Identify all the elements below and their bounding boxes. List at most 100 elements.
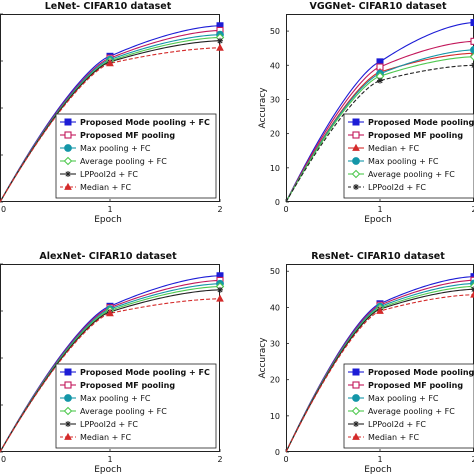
- x-axis-label: Epoch: [94, 215, 122, 225]
- data-point: [217, 37, 223, 44]
- data-point: [216, 43, 224, 51]
- y-tick-label: 40: [270, 61, 280, 70]
- legend-entry: Proposed Mode pooling + FC: [368, 368, 474, 377]
- legend-marker: [63, 406, 73, 416]
- y-tick-label: 0: [275, 198, 280, 207]
- legend-entry: Proposed MF pooling: [80, 131, 175, 140]
- legend-entry: Proposed Mode pooling + FC: [80, 368, 210, 377]
- panel-alexnet: AlexNet- CIFAR10 dataset 0 1 2 Epoch Proposed…: [0, 251, 225, 474]
- legend-entry: Average pooling + FC: [368, 170, 455, 179]
- legend-marker: [65, 421, 71, 427]
- legend-marker: [353, 421, 359, 427]
- y-tick-label: 10: [270, 412, 280, 421]
- legend-entry: LPPool2d + FC: [368, 183, 426, 192]
- legend-marker: [352, 394, 360, 402]
- legend-marker: [352, 381, 360, 389]
- legend-marker: [352, 368, 360, 376]
- data-point: [470, 19, 474, 27]
- legend-entry: Proposed Mode pooling + FC: [368, 118, 474, 127]
- legend-marker: [352, 118, 360, 126]
- legend-marker: [64, 182, 72, 190]
- x-tick-label: 0: [283, 455, 288, 464]
- legend-entry: Median + FC: [368, 433, 419, 442]
- legend-marker: [352, 432, 360, 440]
- y-tick-label: 0: [275, 448, 280, 457]
- legend-entry: Median + FC: [80, 433, 131, 442]
- data-point: [470, 273, 474, 281]
- legend-entry: Max pooling + FC: [80, 144, 151, 153]
- data-point: [469, 52, 474, 62]
- data-point: [216, 294, 224, 302]
- legend-entry: Average pooling + FC: [368, 407, 455, 416]
- legend: Proposed Mode pooling + FC Proposed MF po…: [55, 113, 217, 199]
- y-tick-label: 30: [270, 340, 280, 349]
- data-point: [470, 290, 474, 298]
- legend-entry: Average pooling + FC: [80, 157, 167, 166]
- legend-marker: [353, 184, 359, 190]
- series-line: [0, 298, 220, 452]
- panel-resnet: ResNet- CIFAR10 dataset01201020304050Epo…: [258, 251, 474, 474]
- legend-marker: [64, 432, 72, 440]
- x-tick-label: 0: [1, 455, 6, 464]
- x-tick-label: 0: [283, 205, 288, 214]
- x-tick-label: 1: [107, 205, 112, 214]
- legend-entry: Proposed MF pooling: [80, 381, 175, 390]
- chart-title: LeNet- CIFAR10 dataset: [45, 1, 172, 12]
- x-tick-label: 1: [107, 455, 112, 464]
- legend-entry: LPPool2d + FC: [80, 170, 138, 179]
- legend-entry: LPPool2d + FC: [368, 420, 426, 429]
- legend-entry: LPPool2d + FC: [80, 420, 138, 429]
- chart-title: ResNet- CIFAR10 dataset: [311, 251, 445, 262]
- legend-marker: [352, 131, 360, 139]
- x-tick-label: 0: [1, 205, 6, 214]
- x-tick-label: 2: [217, 455, 222, 464]
- series-line: [0, 47, 220, 202]
- x-tick-label: 2: [471, 205, 474, 214]
- legend: Proposed Mode pooling + FC Proposed MF po…: [343, 113, 474, 199]
- x-tick-label: 2: [217, 205, 222, 214]
- legend: Proposed Mode pooling + FC Proposed MF po…: [55, 363, 217, 449]
- chart-title: VGGNet- CIFAR10 dataset: [309, 1, 446, 12]
- legend-marker: [64, 381, 72, 389]
- legend-entry: Median + FC: [368, 144, 419, 153]
- x-tick-label: 2: [471, 455, 474, 464]
- legend-entry: Average pooling + FC: [80, 407, 167, 416]
- legend-box: [343, 113, 474, 199]
- panel-vggnet: VGGNet- CIFAR10 dataset01201020304050Epo…: [258, 1, 474, 225]
- data-point: [217, 286, 223, 293]
- legend-entry: Max pooling + FC: [80, 394, 151, 403]
- legend-marker: [351, 169, 361, 179]
- legend-marker: [351, 406, 361, 416]
- legend-entry: Max pooling + FC: [368, 157, 439, 166]
- x-tick-label: 1: [377, 205, 382, 214]
- y-axis-label: Accuracy: [258, 87, 268, 129]
- data-point: [470, 37, 474, 45]
- x-axis-label: Epoch: [364, 465, 392, 474]
- legend-entry: Proposed Mode pooling + FC: [80, 118, 210, 127]
- legend-marker: [63, 156, 73, 166]
- data-point: [376, 306, 384, 314]
- legend-entry: Proposed MF pooling: [368, 381, 463, 390]
- y-tick-label: 40: [270, 303, 280, 312]
- data-point: [470, 45, 474, 54]
- legend-entry: Median + FC: [80, 183, 131, 192]
- y-axis-label: Accuracy: [258, 337, 268, 379]
- legend-marker: [64, 394, 72, 402]
- legend-box: [55, 113, 217, 199]
- legend-marker: [64, 144, 72, 152]
- legend-marker: [64, 368, 72, 376]
- x-tick-label: 1: [377, 455, 382, 464]
- legend-marker: [65, 171, 71, 177]
- data-point: [106, 59, 114, 67]
- legend-box: [343, 363, 474, 449]
- legend: Proposed Mode pooling + FC Proposed MF po…: [343, 363, 474, 449]
- legend-marker: [64, 118, 72, 126]
- y-tick-label: 50: [270, 27, 280, 36]
- y-tick-label: 10: [270, 164, 280, 173]
- panel-lenet: LeNet- CIFAR10 dataset 0 1 2 Epoch Proposed M…: [0, 1, 225, 225]
- y-tick-label: 20: [270, 130, 280, 139]
- x-axis-label: Epoch: [94, 465, 122, 474]
- legend-entry: Max pooling + FC: [368, 394, 439, 403]
- series-line: [286, 64, 474, 202]
